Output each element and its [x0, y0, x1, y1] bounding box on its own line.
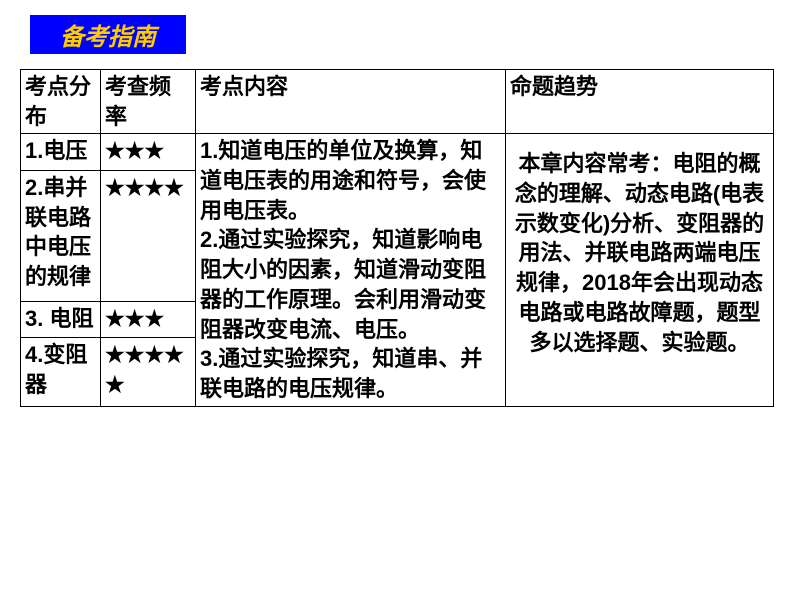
frequency-cell: ★★★ — [101, 134, 196, 171]
exam-guide-table: 考点分布 考查频率 考点内容 命题趋势 1.电压 ★★★ 1.知道电压的单位及换… — [20, 69, 774, 407]
topic-cell: 3. 电阻 — [21, 301, 101, 338]
page-title: 备考指南 — [30, 15, 186, 54]
trend-cell: 本章内容常考：电阻的概念的理解、动态电路(电表示数变化)分析、变阻器的用法、并联… — [506, 134, 774, 406]
topic-cell: 1.电压 — [21, 134, 101, 171]
content-cell: 1.知道电压的单位及换算，知道电压表的用途和符号，会使用电压表。2.通过实验探究… — [196, 134, 506, 406]
header-row: 考点分布 考查频率 考点内容 命题趋势 — [21, 70, 774, 134]
header-col4: 命题趋势 — [506, 70, 774, 134]
header-col3: 考点内容 — [196, 70, 506, 134]
frequency-cell: ★★★★★ — [101, 338, 196, 406]
header-col2: 考查频率 — [101, 70, 196, 134]
topic-cell: 4.变阻器 — [21, 338, 101, 406]
topic-cell: 2.串并联电路中电压的规律 — [21, 171, 101, 302]
frequency-cell: ★★★★ — [101, 171, 196, 302]
header-col1: 考点分布 — [21, 70, 101, 134]
frequency-cell: ★★★ — [101, 301, 196, 338]
table-row: 1.电压 ★★★ 1.知道电压的单位及换算，知道电压表的用途和符号，会使用电压表… — [21, 134, 774, 171]
